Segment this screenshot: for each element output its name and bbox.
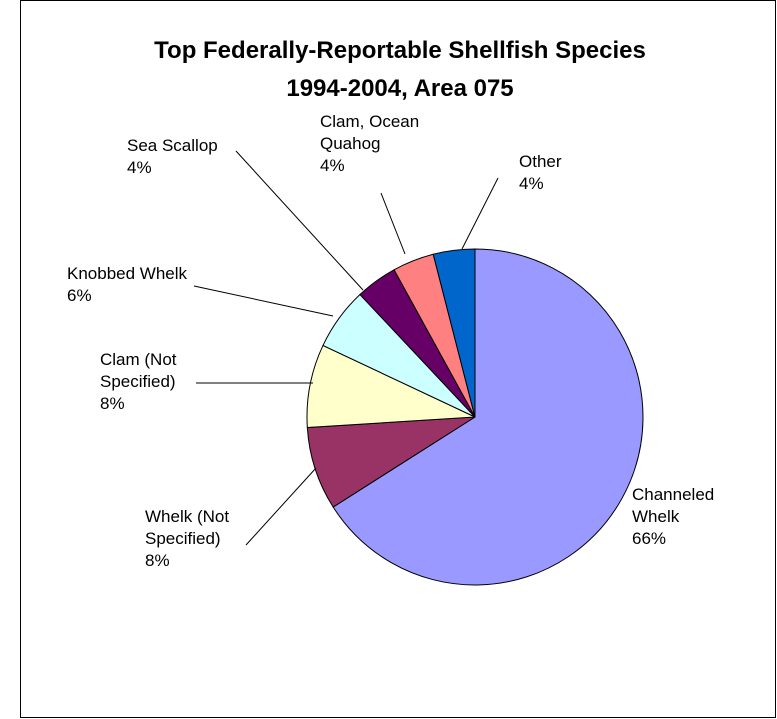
slice-name-label: Other	[519, 152, 562, 171]
slice-name-label: Whelk	[632, 507, 680, 526]
chart-title-line-2: 1994-2004, Area 075	[286, 75, 513, 102]
slice-name-label: Specified)	[100, 372, 176, 391]
slice-label-1: Whelk (Not Specified) 8%	[145, 507, 229, 570]
slice-name-label: Knobbed Whelk	[67, 264, 188, 283]
leader-line-5	[380, 192, 406, 255]
pie-slice-0	[332, 248, 644, 586]
slice-percent-label: 4%	[320, 156, 345, 175]
slice-name-label: Clam, Ocean	[320, 112, 419, 131]
leader-line-3	[193, 285, 334, 317]
slice-name-label: Clam (Not	[100, 350, 177, 369]
slice-name-label: Channeled	[632, 485, 714, 504]
slice-percent-label: 6%	[67, 286, 92, 305]
leader-line-6	[461, 177, 499, 250]
slice-label-6: Other 4%	[519, 152, 562, 193]
leader-lines	[193, 150, 499, 546]
pie-slices	[306, 248, 644, 586]
slice-name-label: Sea Scallop	[127, 136, 218, 155]
leader-line-1	[245, 467, 317, 546]
slice-percent-label: 8%	[100, 394, 125, 413]
leader-line-4	[235, 150, 364, 291]
slice-percent-label: 66%	[632, 529, 666, 548]
slice-percent-label: 4%	[519, 174, 544, 193]
slice-name-label: Specified)	[145, 529, 221, 548]
slice-label-5: Clam, Ocean Quahog 4%	[320, 112, 419, 175]
slice-percent-label: 4%	[127, 158, 152, 177]
chart-title-line-1: Top Federally-Reportable Shellfish Speci…	[154, 37, 646, 64]
slice-percent-label: 8%	[145, 551, 170, 570]
slice-label-0: Channeled Whelk 66%	[632, 485, 714, 548]
slice-label-3: Knobbed Whelk 6%	[67, 264, 188, 305]
slice-label-4: Sea Scallop 4%	[127, 136, 218, 177]
slice-name-label: Whelk (Not	[145, 507, 229, 526]
pie-slice-6	[432, 248, 476, 418]
slice-name-label: Quahog	[320, 134, 381, 153]
chart-title: Top Federally-Reportable Shellfish Speci…	[154, 37, 646, 102]
slice-label-2: Clam (Not Specified) 8%	[100, 350, 177, 413]
